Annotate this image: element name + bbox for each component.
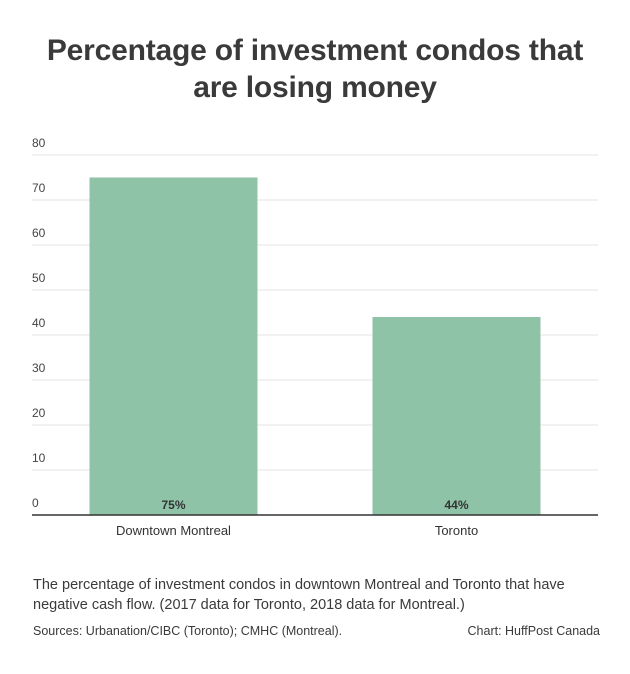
- chart-area: 0 10 20 30 40 50 60 70 80 75% Downtown Montreal 44%…: [32, 136, 598, 538]
- y-tick-label: 30: [32, 361, 46, 375]
- y-tick-label: 10: [32, 451, 46, 465]
- y-tick-label: 20: [32, 406, 46, 420]
- y-tick-label: 40: [32, 316, 46, 330]
- x-tick-label: Downtown Montreal: [116, 523, 231, 538]
- y-tick-label: 70: [32, 181, 46, 195]
- sources-row: Sources: Urbanation/CIBC (Toronto); CMHC…: [33, 623, 600, 639]
- y-tick-label: 60: [32, 226, 46, 240]
- chart-caption: The percentage of investment condos in d…: [33, 577, 565, 613]
- bar: [372, 317, 541, 515]
- chart-credit: Chart: HuffPost Canada: [467, 624, 600, 638]
- y-tick-label: 80: [32, 136, 46, 150]
- chart-title: Percentage of investment condos that are…: [20, 32, 610, 106]
- sources-text: Sources: Urbanation/CIBC (Toronto); CMHC…: [33, 624, 343, 638]
- x-tick-label: Toronto: [435, 523, 478, 538]
- data-label: 44%: [444, 498, 468, 512]
- bar: [89, 177, 258, 515]
- data-label: 75%: [161, 498, 185, 512]
- chart-title-line-1: Percentage of investment condos that: [46, 34, 584, 67]
- y-tick-label: 0: [32, 496, 39, 510]
- y-tick-label: 50: [32, 271, 46, 285]
- chart-title-line-2: are losing money: [193, 71, 437, 104]
